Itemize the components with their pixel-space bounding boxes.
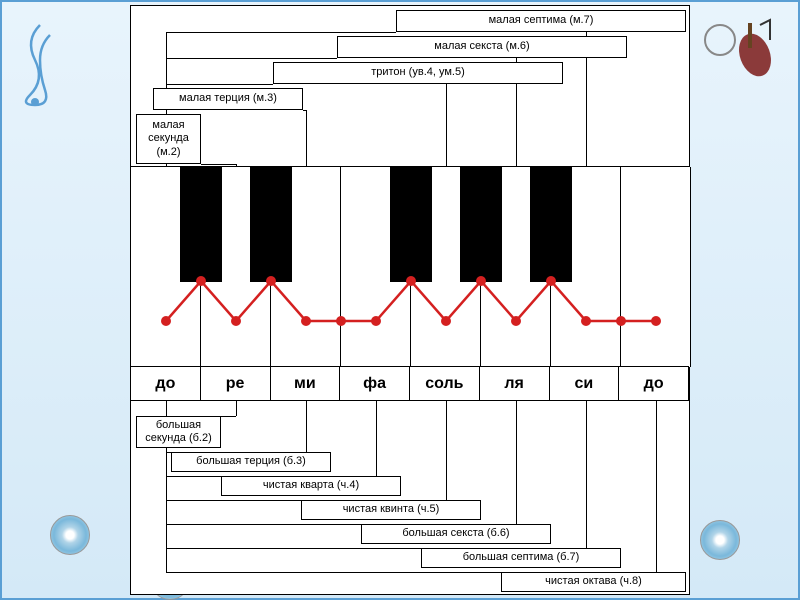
note-label: до (131, 367, 201, 400)
minor-intervals-top: малая септима (м.7) малая секста (м.6) три… (131, 6, 689, 166)
music-instruments-decor (700, 15, 780, 97)
black-key (530, 167, 572, 282)
interval-label: большая секста (б.6) (361, 524, 551, 544)
black-key (390, 167, 432, 282)
interval-label: чистая кварта (ч.4) (221, 476, 401, 496)
cd-icon (50, 515, 90, 555)
interval-label: малая терция (м.3) (153, 88, 303, 110)
black-key (250, 167, 292, 282)
intervals-diagram: малая септима (м.7) малая секста (м.6) три… (130, 5, 690, 595)
interval-label: малая септима (м.7) (396, 10, 686, 32)
white-key (621, 167, 691, 367)
major-intervals-bottom: большая секунда (б.2) большая терция (б.3… (131, 401, 689, 596)
note-label: ми (271, 367, 341, 400)
interval-label: тритон (ув.4, ум.5) (273, 62, 563, 84)
note-label: соль (410, 367, 480, 400)
black-key (180, 167, 222, 282)
interval-label: большая септима (б.7) (421, 548, 621, 568)
interval-label: чистая квинта (ч.5) (301, 500, 481, 520)
note-label: до (619, 367, 689, 400)
interval-label: малая секста (м.6) (337, 36, 627, 58)
cd-icon (700, 520, 740, 560)
black-key (460, 167, 502, 282)
interval-label: большая секунда (б.2) (136, 416, 221, 448)
interval-label: малая секунда (м.2) (136, 114, 201, 164)
note-labels-row: доремифасольлясидо (131, 366, 689, 401)
note-label: си (550, 367, 620, 400)
note-label: фа (340, 367, 410, 400)
note-label: ре (201, 367, 271, 400)
piano-keyboard (131, 166, 689, 366)
note-label: ля (480, 367, 550, 400)
interval-label: большая терция (б.3) (171, 452, 331, 472)
treble-clef-decor (10, 20, 70, 120)
interval-label: чистая октава (ч.8) (501, 572, 686, 592)
